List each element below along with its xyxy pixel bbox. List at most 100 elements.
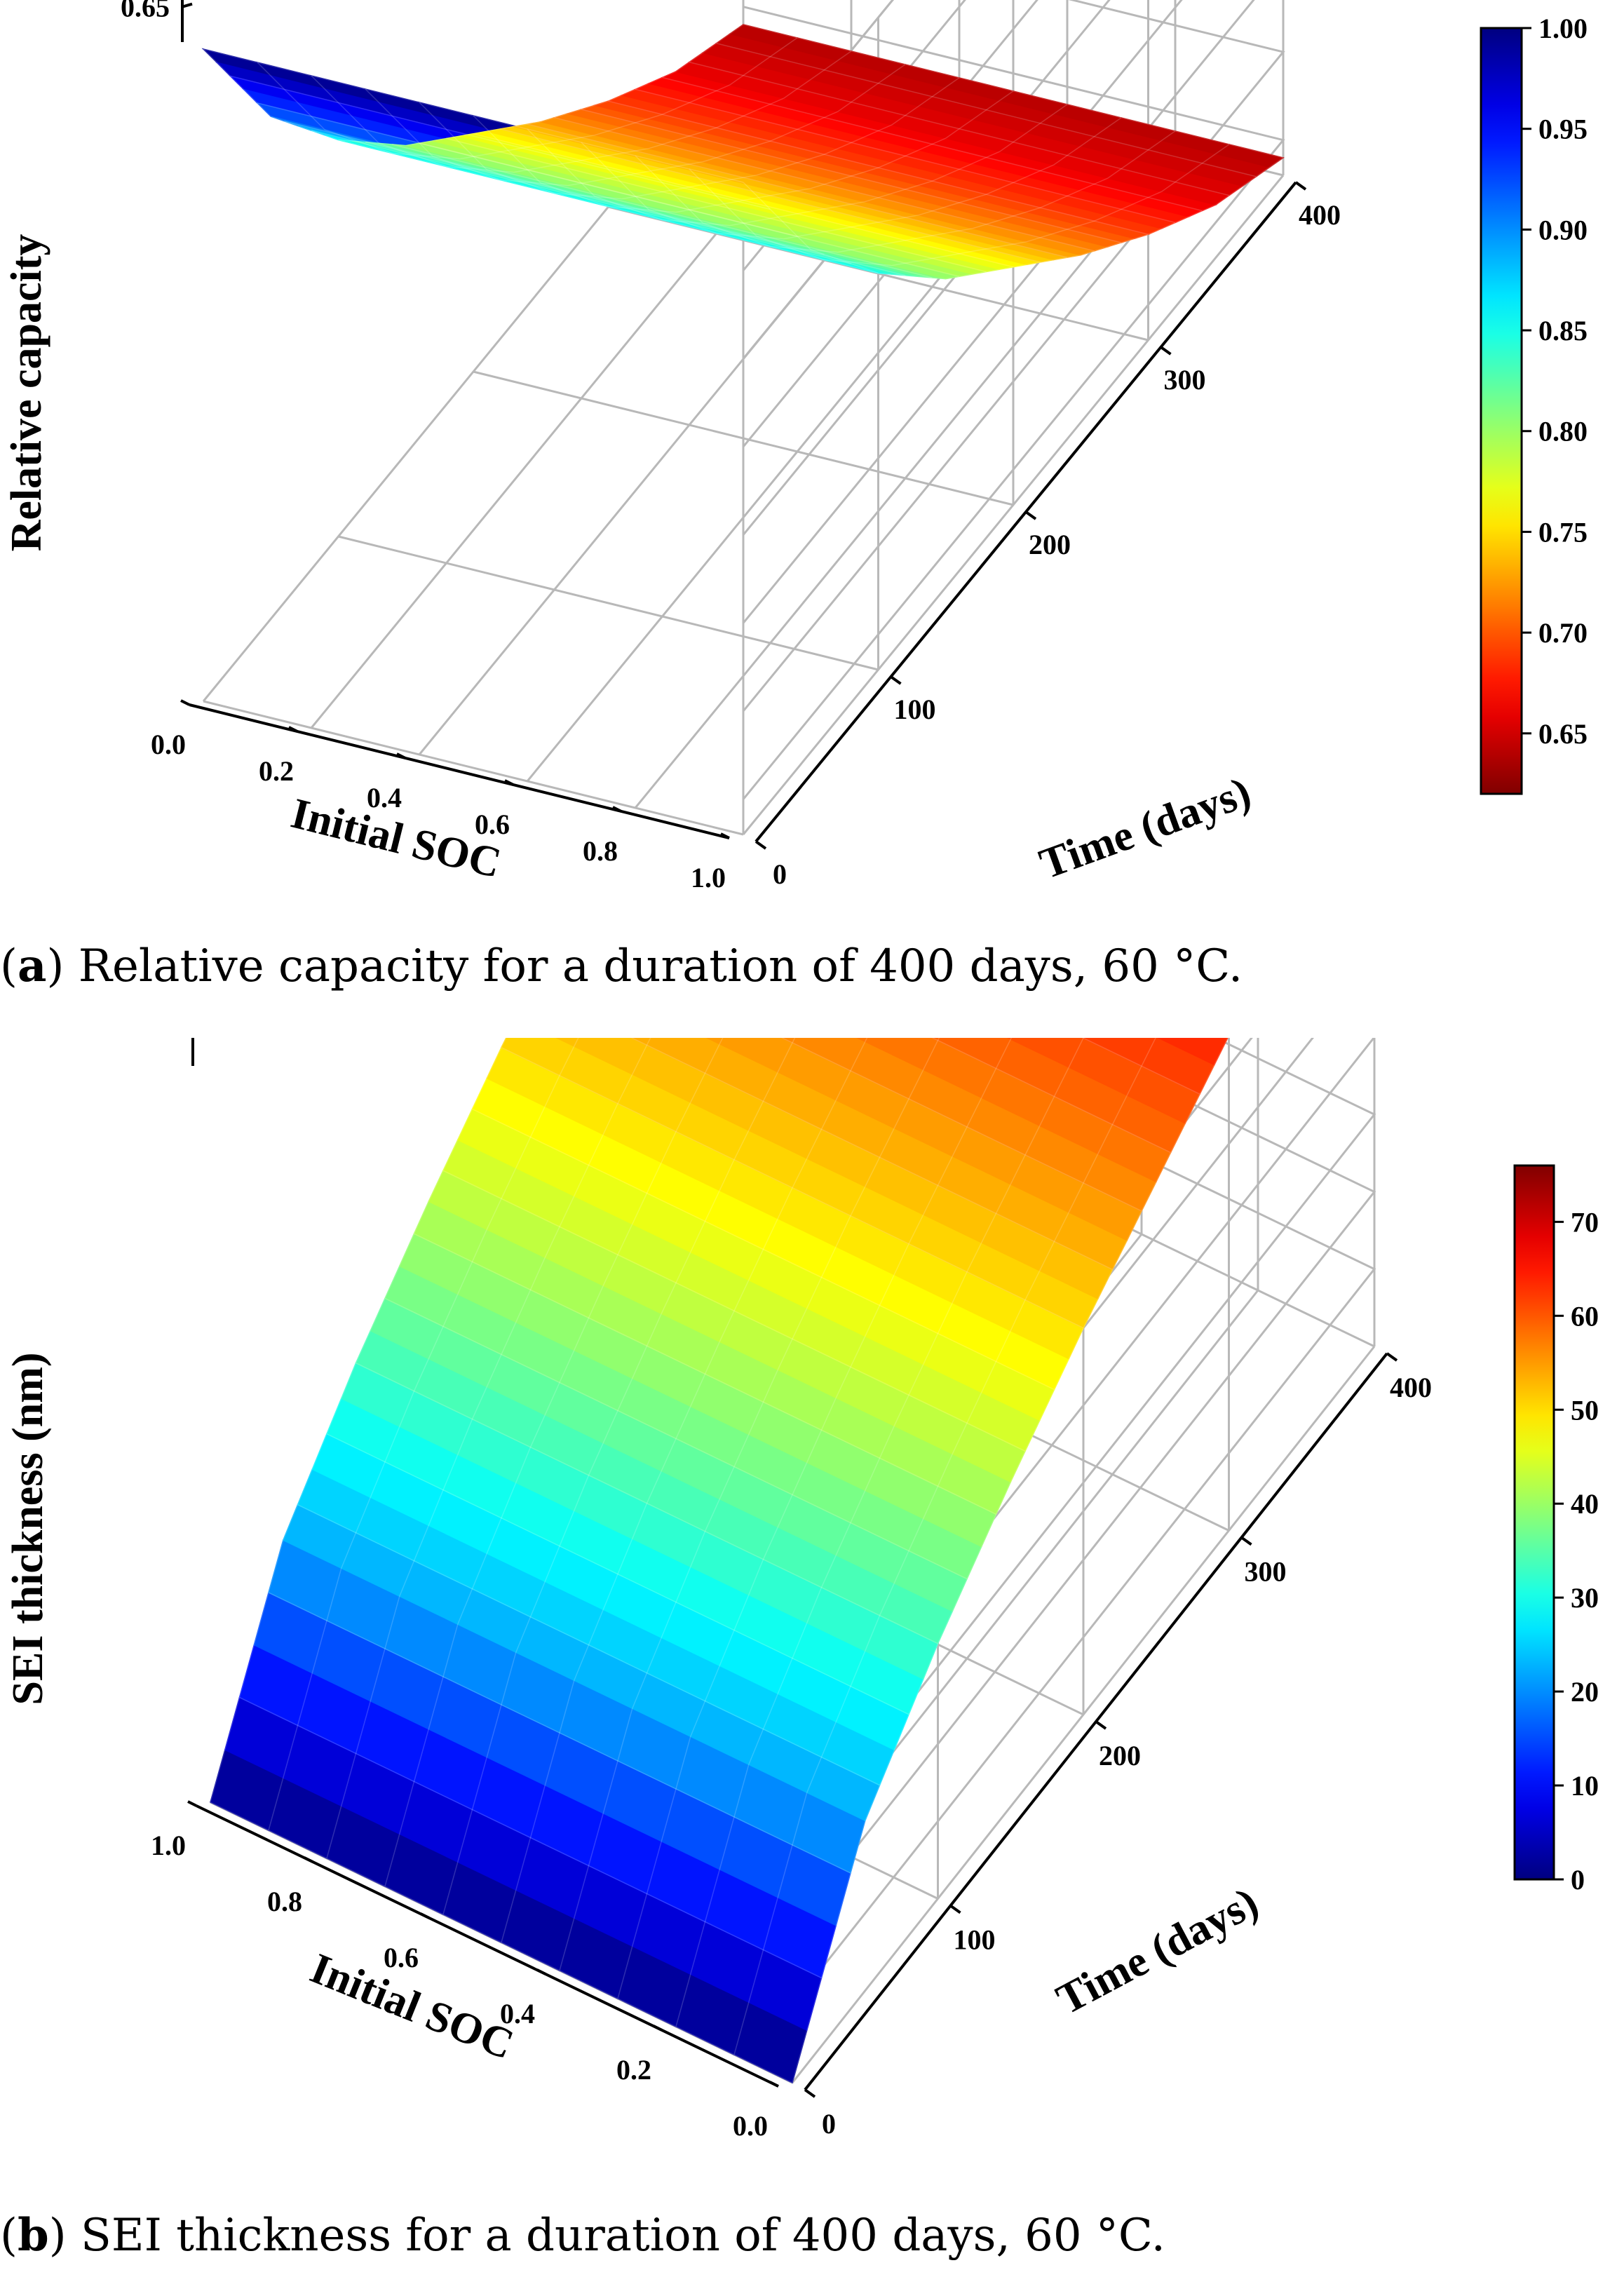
p0-mesh-t-26 xyxy=(554,117,1095,252)
p0-colorbar xyxy=(1480,27,1523,795)
p1-x-axis-line xyxy=(196,1804,779,2088)
p1-colorbar-tick-7: 70 xyxy=(1571,1206,1599,1238)
p1-mesh-s-0 xyxy=(210,1038,507,1803)
p1-y-tick-4: 400 xyxy=(1390,1372,1432,1403)
caption-a-text: Relative capacity for a duration of 400 … xyxy=(78,940,1243,992)
p0-colorbar-tick-1: 0.70 xyxy=(1538,617,1588,649)
p0-x-tick-2: 0.4 xyxy=(367,782,402,813)
p0-z-axis-label: Relative capacity xyxy=(3,234,50,552)
p1-y-tick-mark-2 xyxy=(1095,1720,1107,1730)
p0-y-axis-label: Time (days) xyxy=(1034,769,1257,888)
p0-mesh-t-0 xyxy=(203,48,744,183)
p1-mesh-t-20 xyxy=(501,1047,1084,1329)
p0-mesh-t-16 xyxy=(419,142,960,277)
p1-mesh-t-22 xyxy=(630,1038,1113,1271)
p0-y-tick-1: 100 xyxy=(894,694,936,725)
p0-mesh-t-12 xyxy=(365,142,906,276)
p1-x-tick-4: 0.2 xyxy=(616,2054,651,2086)
p1-mesh-t-8 xyxy=(326,1433,909,1715)
p0-mesh-t-14 xyxy=(392,144,933,278)
p1-surface-cell-29-9 xyxy=(1157,1038,1229,1066)
p0-grid-floor-y-1 xyxy=(338,535,879,671)
p0-colorbar-tick-0: 0.65 xyxy=(1538,718,1588,750)
p0-y-tick-4: 400 xyxy=(1299,199,1341,231)
p0-mesh-s-9 xyxy=(689,144,1230,266)
p1-x-tick-5: 0.0 xyxy=(733,2110,768,2142)
p0-x-tick-4: 0.8 xyxy=(583,835,618,867)
p1-mesh-t-2 xyxy=(239,1696,822,1979)
p1-x-tick-mark-0 xyxy=(187,1800,197,1807)
p0-y-tick-mark-3 xyxy=(1160,346,1172,356)
caption-b-text: SEI thickness for a duration of 400 days… xyxy=(81,2210,1165,2262)
p0-mesh-s-3 xyxy=(365,64,906,187)
p1-y-axis-label: Time (days) xyxy=(1049,1879,1266,2024)
surface-chart-a: 0.650.700.750.800.850.900.951.00Relative… xyxy=(3,0,1588,893)
p0-mesh-t-28 xyxy=(581,109,1122,243)
p0-z-tick-0: 0.65 xyxy=(121,0,170,23)
p0-colorbar-tick-2: 0.75 xyxy=(1538,516,1588,548)
p0-mesh-s-7 xyxy=(581,117,1122,240)
p0-mesh-t-24 xyxy=(527,123,1068,258)
p0-y-tick-2: 200 xyxy=(1029,529,1071,560)
p1-x-tick-3: 0.4 xyxy=(500,1998,535,2029)
p1-mesh-s-5 xyxy=(501,1038,868,1943)
p0-grid-floor-y-0 xyxy=(203,700,744,836)
p1-mesh-t-0 xyxy=(210,1802,793,2083)
p0-x-tick-1: 0.2 xyxy=(259,755,294,787)
p1-mesh-s-10 xyxy=(792,1038,1229,2083)
p0-mesh-s-1 xyxy=(257,37,798,160)
p0-x-tick-mark-3 xyxy=(504,779,514,786)
p0-x-tick-0: 0.0 xyxy=(151,729,186,760)
surface-chart-b: 10 20 30 40 50 60 70 SEI thickness (nm) 1.0 0.8 0.… xyxy=(4,1038,1599,2142)
p1-mesh-s-9 xyxy=(733,1038,1156,2055)
p1-y-tick-3: 300 xyxy=(1245,1556,1287,1588)
p0-x-tick-mark-1 xyxy=(288,726,298,733)
p1-mesh-s-3 xyxy=(384,1038,724,1887)
p1-mesh-s-7 xyxy=(617,1038,1013,1999)
p1-x-tick-mark-3 xyxy=(536,1968,546,1975)
p1-surface xyxy=(210,1038,1229,2084)
p1-y-tick-mark-1 xyxy=(949,1904,961,1914)
p1-x-tick-mark-5 xyxy=(769,2081,779,2088)
p0-z-tick-mark-0 xyxy=(182,2,193,8)
p1-y-tick-2: 200 xyxy=(1099,1740,1141,1771)
p1-mesh-t-26 xyxy=(931,1038,1171,1154)
p1-surface-cell-28-8 xyxy=(1082,1038,1156,1067)
p0-mesh-t-2 xyxy=(230,75,771,210)
p1-mesh-t-4 xyxy=(268,1592,851,1874)
p0-grid-z-6 xyxy=(742,0,966,271)
p0-mesh-t-34 xyxy=(662,76,1203,212)
caption-a-letter: a xyxy=(17,940,47,992)
p0-mesh-t-32 xyxy=(635,88,1176,224)
p0-x-tick-mark-5 xyxy=(720,832,730,839)
p0-y-tick-0: 0 xyxy=(773,858,787,890)
caption-a: (a) Relative capacity for a duration of … xyxy=(0,940,1243,992)
p1-mesh-t-16 xyxy=(442,1170,1026,1452)
p0-y-tick-mark-4 xyxy=(1294,181,1307,191)
p0-surface xyxy=(201,24,1285,280)
p0-mesh-s-10 xyxy=(743,157,1284,280)
p0-mesh-s-2 xyxy=(311,50,852,173)
p1-surface-cell-25-4 xyxy=(856,1038,868,1043)
p0-x-axis-line xyxy=(189,703,730,839)
p1-mesh-t-14 xyxy=(414,1233,996,1515)
p1-colorbar-tick-5: 50 xyxy=(1571,1394,1599,1426)
p0-colorbar-tick-5: 0.90 xyxy=(1538,214,1588,245)
p0-x-tick-mark-0 xyxy=(180,699,190,706)
p0-mesh-t-30 xyxy=(608,100,1149,235)
p1-x-tick-mark-1 xyxy=(304,1856,313,1863)
p0-mesh-t-18 xyxy=(446,137,987,273)
p1-x-tick-1: 0.8 xyxy=(267,1886,302,1917)
p0-y-tick-mark-2 xyxy=(1024,511,1037,520)
p0-mesh-t-36 xyxy=(689,61,1230,196)
p0-colorbar-tick-4: 0.85 xyxy=(1538,315,1588,346)
p0-mesh-t-40 xyxy=(743,24,1284,158)
p0-mesh-s-4 xyxy=(419,77,960,200)
p1-surface-cell-24-3 xyxy=(780,1038,796,1043)
p1-x-tick-mark-4 xyxy=(653,2025,663,2032)
p1-z-axis-label: SEI thickness (nm) xyxy=(4,1353,52,1705)
p1-y-tick-1: 100 xyxy=(954,1924,996,1956)
p1-x-tick-2: 0.6 xyxy=(384,1942,419,1973)
p0-mesh-s-5 xyxy=(473,90,1014,213)
p1-y-tick-mark-4 xyxy=(1386,1352,1398,1362)
